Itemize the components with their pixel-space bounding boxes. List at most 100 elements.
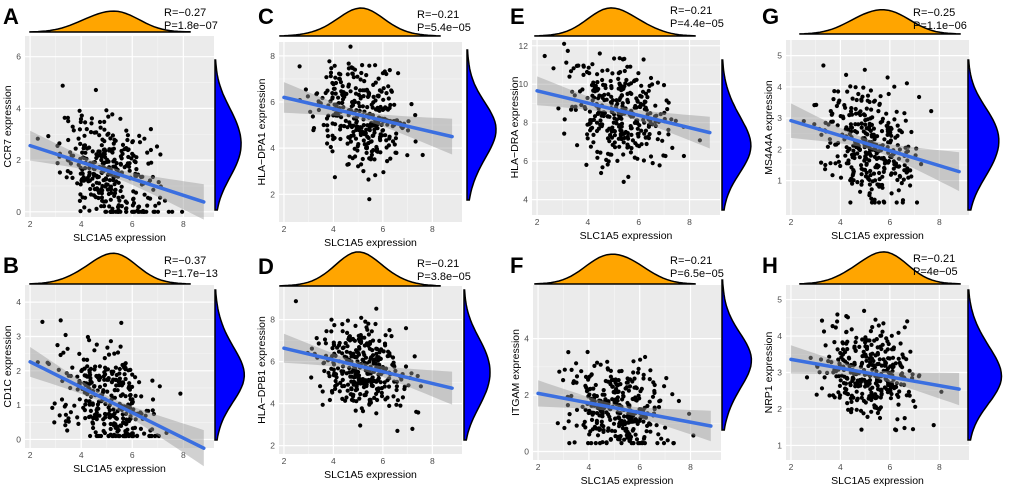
data-point [131,189,136,194]
data-point [361,123,366,128]
data-point [108,197,113,202]
data-point [392,364,397,369]
data-point [361,138,366,143]
data-point [340,100,345,105]
data-point [676,398,682,404]
data-point [874,369,879,374]
data-point [630,428,635,433]
data-point [320,402,325,407]
data-point [635,370,641,375]
data-point [585,95,590,101]
data-point [360,88,365,93]
data-point [390,139,396,144]
data-point [117,371,122,376]
data-point [929,109,934,114]
data-point [110,371,115,376]
data-point [379,390,384,395]
data-point [71,128,76,133]
data-point [897,173,902,179]
p-value-label: P=6.5e−05 [670,268,724,280]
data-point [621,140,626,145]
data-point [886,91,891,97]
data-point [897,147,903,152]
data-point [890,369,895,374]
data-point [853,348,858,353]
data-point [142,136,147,141]
data-point [389,334,394,339]
y-tick-label: 1 [777,176,782,186]
data-point [865,93,871,98]
data-point [375,358,380,363]
data-point [571,380,576,386]
panel-c: 2 4 6 8 2 4 6 8 SLC1A5 expression HLA−DPA1 expres… [256,4,497,249]
panel-letter: E [510,4,525,29]
data-point [865,379,870,384]
data-point [845,401,850,406]
data-point [378,132,383,137]
data-point [612,145,618,150]
data-point [148,127,153,132]
data-point [854,389,859,394]
data-point [363,319,368,324]
data-point [880,116,886,121]
data-point [377,108,382,113]
data-point [325,128,330,133]
x-tick-label: 8 [687,217,692,227]
data-point [870,356,875,361]
data-point [852,344,857,349]
data-point [596,426,602,431]
data-point [337,340,342,346]
data-point [107,165,112,170]
data-point [590,427,596,432]
data-point [320,389,325,394]
data-point [623,428,628,433]
data-point [844,72,849,77]
data-point [572,440,577,445]
x-density-curve [279,7,441,37]
data-point [383,366,389,371]
data-point [388,156,393,161]
data-point [612,128,617,134]
data-point [338,136,343,142]
data-point [638,101,643,106]
data-point [349,65,354,70]
data-point [902,325,907,330]
data-point [862,67,867,72]
data-point [369,139,374,144]
data-point [352,380,357,385]
data-point [85,175,90,180]
regression-line [28,360,206,450]
data-point [62,115,67,120]
data-point [144,408,149,413]
data-point [625,99,630,104]
y-tick-label: 2 [16,366,21,376]
data-point [351,367,356,372]
data-point [801,119,806,124]
data-point [835,123,840,128]
data-point [901,382,907,387]
data-point [882,161,888,166]
data-point [602,392,607,397]
data-point [850,96,855,101]
data-point [586,65,591,70]
data-point [375,346,380,352]
data-point [349,374,354,379]
x-tick-label: 8 [430,456,435,466]
data-point [72,403,77,408]
data-point [619,128,624,133]
data-point [844,314,849,319]
data-point [87,170,92,175]
data-point [626,388,632,393]
data-point [108,136,113,141]
data-point [631,370,636,375]
data-point [330,133,335,138]
data-point [63,332,68,338]
data-point [652,388,657,394]
data-point [120,142,126,147]
data-point [90,402,95,407]
data-point [75,387,80,392]
data-point [52,401,57,406]
data-point [845,347,850,352]
data-point [349,387,354,392]
data-point [612,429,618,434]
